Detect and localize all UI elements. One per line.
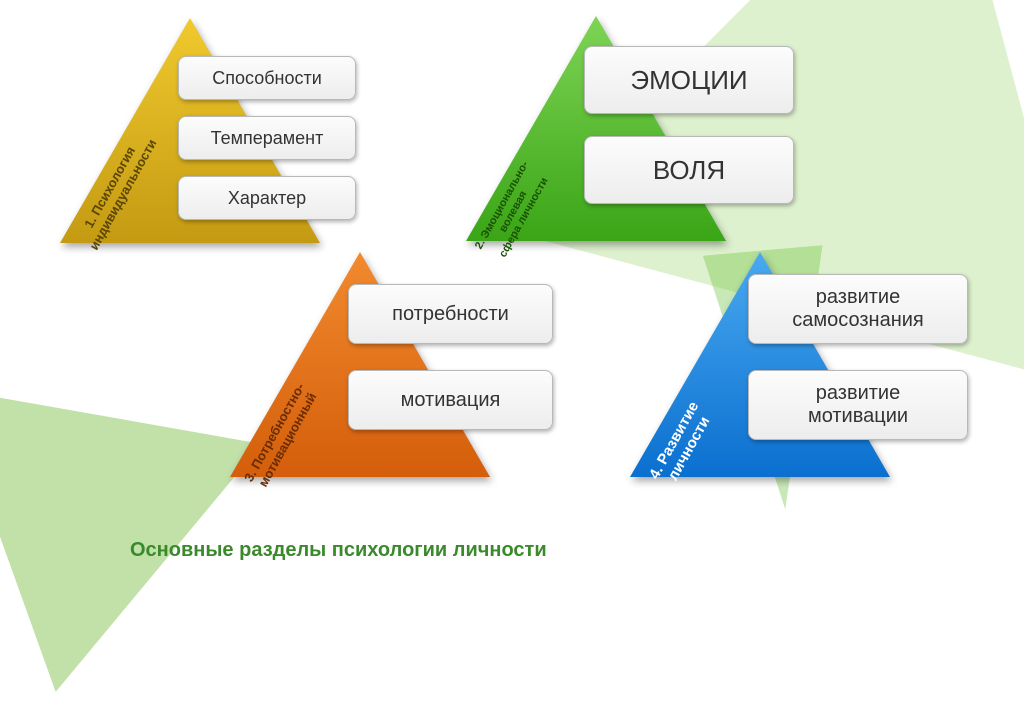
section-2: 2. Эмоционально-волеваясфера личности ЭМ… [466, 16, 866, 236]
card-3-0: потребности [348, 284, 553, 344]
card-1-2: Характер [178, 176, 356, 220]
section-1: 1. Психологияиндивидуальности Способност… [60, 18, 420, 238]
card-4-1: развитие мотивации [748, 370, 968, 440]
card-2-1: ВОЛЯ [584, 136, 794, 204]
section-3: 3. Потребностно-мотивационный потребност… [230, 252, 610, 477]
footer-title: Основные разделы психологии личности [130, 539, 547, 562]
card-3-1: мотивация [348, 370, 553, 430]
section-4: 4. Развитиеличности развитие самосознани… [630, 252, 1024, 477]
card-2-0: ЭМОЦИИ [584, 46, 794, 114]
card-1-1: Темперамент [178, 116, 356, 160]
card-1-0: Способности [178, 56, 356, 100]
card-4-0: развитие самосознания [748, 274, 968, 344]
